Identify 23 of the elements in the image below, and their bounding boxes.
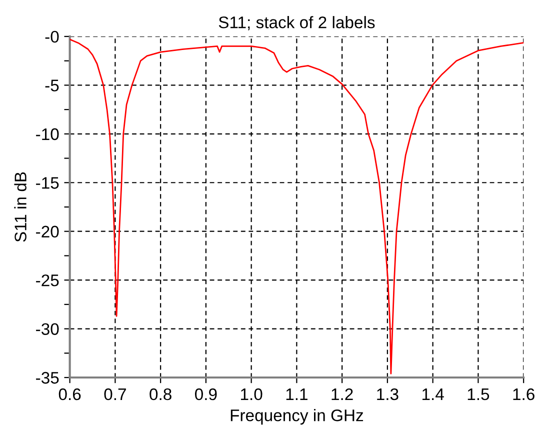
x-tick-label: 0.6 [58,388,81,400]
x-tick-label: 1.0 [241,388,262,400]
x-tick-label: 1.6 [513,388,534,400]
x-tick-label: 0.7 [104,388,126,400]
y-tick-label: -30 [36,323,59,335]
y-tick-label: -0 [45,30,59,43]
y-axis-title: S11 in dB [14,172,26,242]
y-tick-label: -20 [36,226,59,238]
x-tick-label: 1.3 [377,388,398,400]
y-tick-label: -10 [36,128,59,140]
y-tick-label: -25 [36,274,59,286]
y-tick-label: -35 [36,372,59,384]
x-tick-label: 1.1 [286,388,308,400]
x-tick-label: 1.4 [422,388,444,400]
x-tick-label: 0.8 [150,388,172,400]
x-tick-label: 0.9 [195,388,217,400]
x-tick-label: 1.5 [468,388,490,400]
x-axis-title: Frequency in GHz [230,409,364,425]
line-series [70,38,524,374]
y-tick-label: -15 [36,177,59,189]
x-tick-label: 1.2 [332,388,353,400]
chart-title: S11; stack of 2 labels [218,16,375,30]
y-tick-label: -5 [45,80,59,92]
